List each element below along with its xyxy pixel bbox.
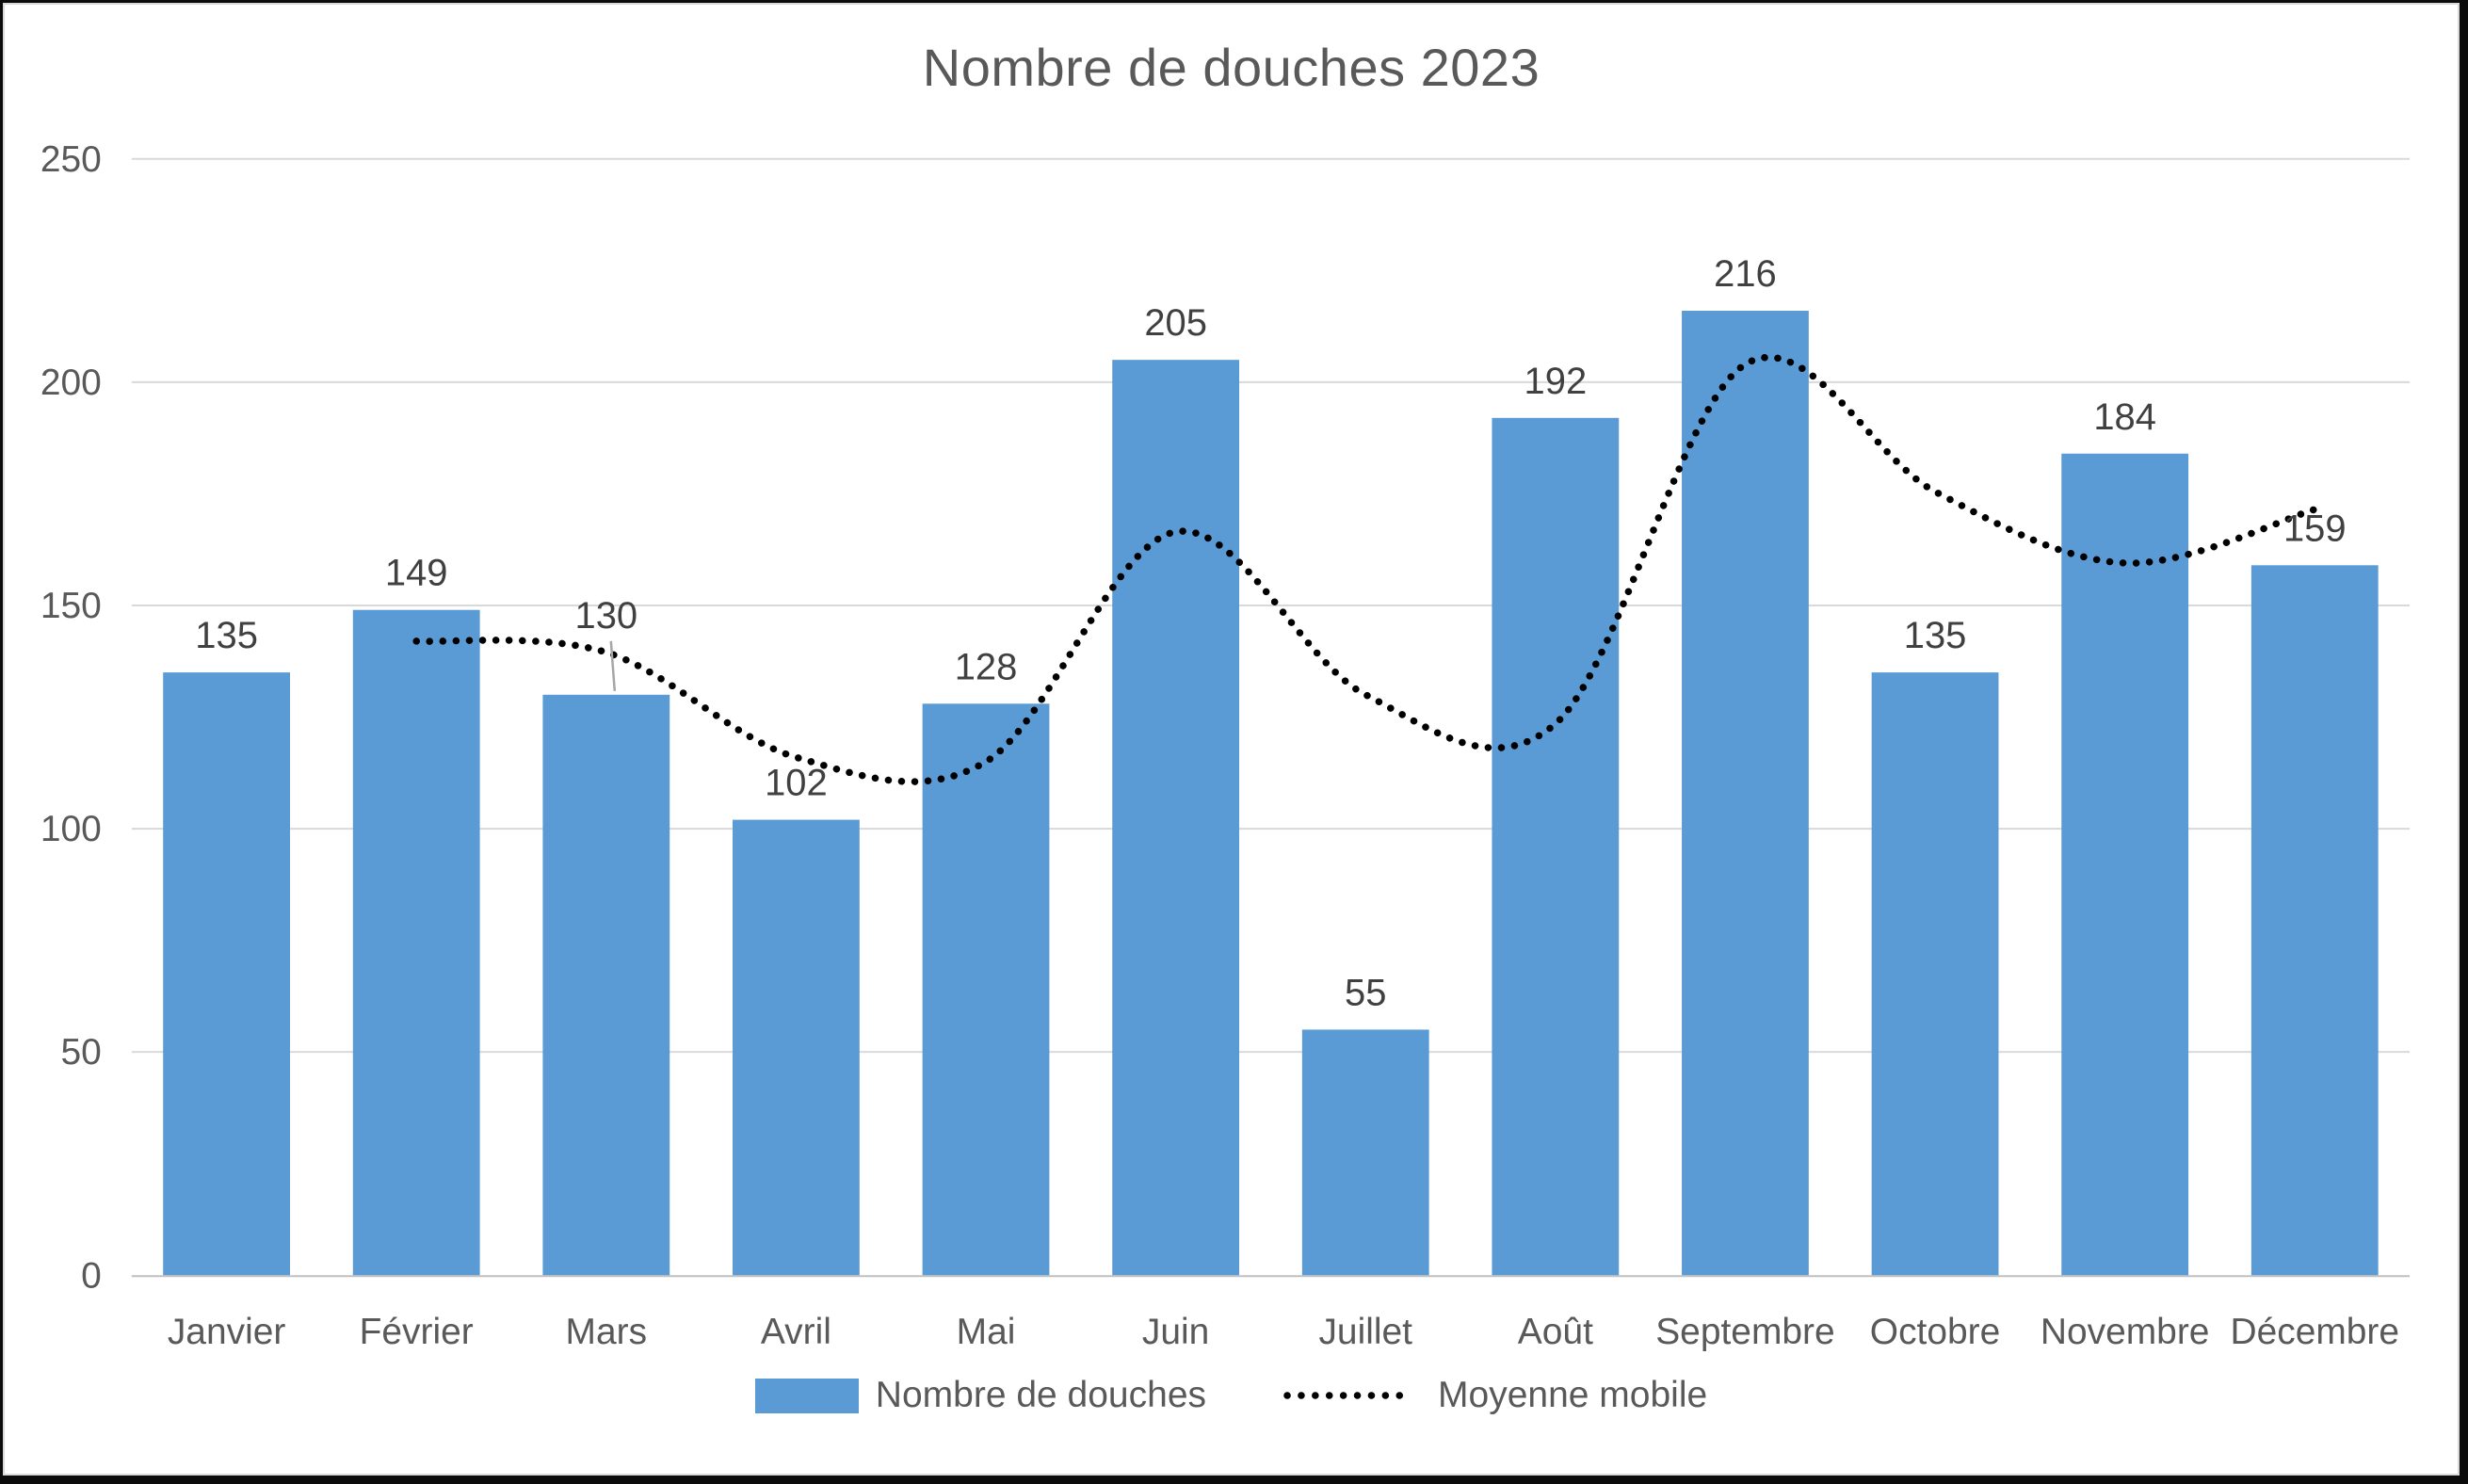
bar-septembre	[1682, 311, 1809, 1276]
data-label-juin: 205	[1144, 302, 1207, 344]
bar-juillet	[1301, 1029, 1429, 1276]
chart-title: Nombre de douches 2023	[922, 38, 1540, 97]
data-label-mars: 130	[574, 595, 637, 637]
data-label-novembre: 184	[2093, 396, 2156, 438]
x-tick-novembre: Novembre	[2041, 1312, 2210, 1352]
bar-mars	[542, 694, 670, 1276]
data-label-decembre: 159	[2283, 508, 2347, 549]
data-label-octobre: 135	[1904, 615, 1967, 656]
data-label-septembre: 216	[1714, 253, 1777, 295]
moving-average-line	[412, 353, 2319, 785]
bar-octobre	[1871, 672, 1999, 1276]
x-tick-octobre: Octobre	[1870, 1312, 2000, 1352]
bar-mai	[922, 703, 1050, 1276]
chart-area: 0 50 100 150 200 250 135 149 130 102 128 205 55 192 21…	[3, 3, 2460, 1476]
x-tick-avril: Avril	[761, 1312, 831, 1352]
bar-avril	[733, 819, 860, 1276]
bar-fevrier	[352, 609, 480, 1276]
data-label-aout: 192	[1524, 361, 1588, 402]
data-label-avril: 102	[765, 763, 828, 804]
x-tick-janvier: Janvier	[168, 1312, 286, 1352]
bar-janvier	[163, 672, 290, 1276]
y-tick-250: 250	[40, 139, 102, 180]
x-tick-mai: Mai	[957, 1312, 1016, 1352]
y-tick-50: 50	[61, 1032, 102, 1073]
bar-novembre	[2061, 453, 2189, 1276]
legend-bar-swatch	[754, 1378, 859, 1413]
data-label-fevrier: 149	[385, 553, 448, 594]
legend-dotted-line-icon	[1283, 1392, 1417, 1399]
legend-line-label: Moyenne mobile	[1438, 1375, 1708, 1415]
y-tick-150: 150	[40, 586, 102, 626]
x-tick-septembre: Septembre	[1655, 1312, 1834, 1352]
x-tick-aout: Août	[1518, 1312, 1593, 1352]
bar-aout	[1492, 417, 1620, 1276]
data-label-janvier: 135	[195, 615, 258, 656]
label-leader-line-mars	[609, 640, 617, 691]
chart-canvas: 0 50 100 150 200 250 135 149 130 102 128 205 55 192 21…	[40, 139, 2411, 1352]
bar-juin	[1112, 360, 1240, 1276]
y-tick-200: 200	[40, 363, 102, 403]
legend-item-bars: Nombre de douches	[754, 1375, 1207, 1416]
legend-bar-label: Nombre de douches	[875, 1375, 1207, 1415]
y-tick-100: 100	[40, 809, 102, 849]
x-tick-juillet: Juillet	[1318, 1312, 1412, 1352]
data-label-juillet: 55	[1345, 972, 1386, 1013]
data-label-mai: 128	[955, 646, 1018, 687]
legend: Nombre de douches Moyenne mobile	[5, 1375, 2458, 1416]
x-tick-fevrier: Février	[360, 1312, 474, 1352]
x-tick-decembre: Décembre	[2230, 1312, 2399, 1352]
x-tick-juin: Juin	[1142, 1312, 1209, 1352]
y-tick-0: 0	[81, 1255, 102, 1296]
legend-item-line: Moyenne mobile	[1280, 1375, 1707, 1416]
bar-decembre	[2250, 565, 2379, 1276]
x-tick-mars: Mars	[566, 1312, 648, 1352]
